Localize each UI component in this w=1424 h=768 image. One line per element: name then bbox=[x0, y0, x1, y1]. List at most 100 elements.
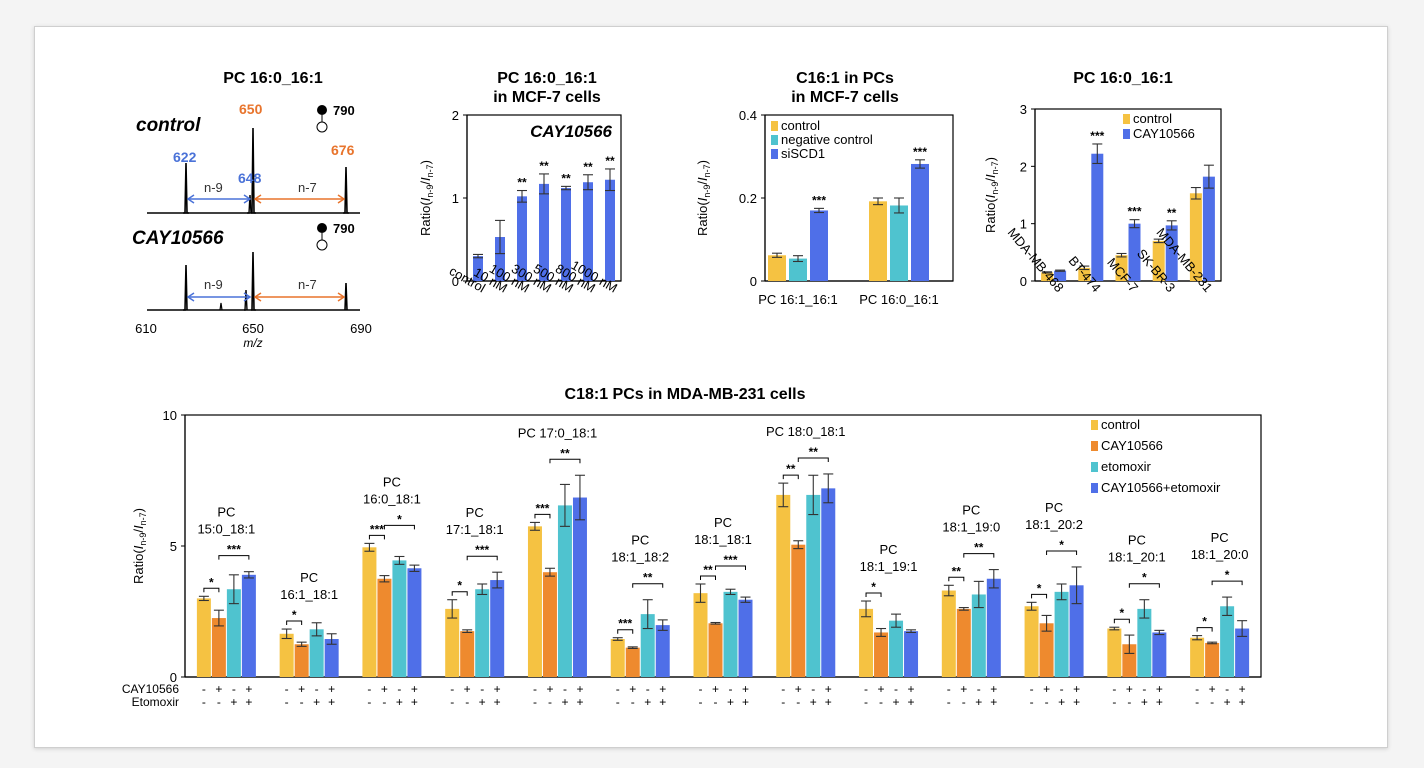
panel-e-sign-2-1-1: - bbox=[382, 695, 386, 709]
panel-e-bar-8-1 bbox=[874, 632, 889, 677]
panel-e-group-label-3-1: 17:1_18:1 bbox=[446, 522, 504, 537]
panel-d-bar-2-0 bbox=[1115, 255, 1128, 281]
panel-e-sign-1-0-2: - bbox=[315, 682, 319, 696]
lipid-lollipop-icon bbox=[316, 223, 328, 251]
panel-e-sign-1-1-3: + bbox=[328, 695, 335, 709]
panel-e-sign-5-0-3: + bbox=[659, 682, 666, 696]
panel-e-sig1-11: * bbox=[1120, 606, 1125, 620]
panel-e-bar-7-0 bbox=[776, 494, 791, 677]
panel-b-bar-4 bbox=[561, 188, 571, 281]
figure-canvas: PC 16:0_16:1 control CAY10566 622 648 65… bbox=[122, 70, 1262, 709]
panel-e-bar-12-3 bbox=[1235, 628, 1250, 677]
panel-e-sign-12-1-3: + bbox=[1239, 695, 1246, 709]
panel-e-bracket2-2 bbox=[383, 524, 415, 530]
panel-e-bracket1-7 bbox=[782, 474, 799, 480]
panel-e-group-label-11-1: 18:1_20:1 bbox=[1108, 550, 1166, 565]
panel-c-bar-1-1 bbox=[890, 205, 908, 281]
panel-a-spectra: PC 16:0_16:1 control CAY10566 622 648 65… bbox=[132, 70, 372, 350]
panel-e-sign-6-1-0: - bbox=[699, 695, 703, 709]
arrow-n9-head-left bbox=[186, 194, 195, 204]
panel-e-bracket1-12 bbox=[1196, 627, 1213, 632]
panel-e-sign-1-1-1: - bbox=[300, 695, 304, 709]
panel-e-row-label-1: Etomoxir bbox=[132, 695, 179, 709]
panel-e-sign-1-1-2: + bbox=[313, 695, 320, 709]
panel-e-group-label-0-1: 15:0_18:1 bbox=[197, 522, 255, 537]
panel-e-sign-1-1-0: - bbox=[285, 695, 289, 709]
panel-d-bar-0-0 bbox=[1041, 272, 1054, 281]
panel-e-bar-6-2 bbox=[723, 591, 738, 677]
panel-e-sign-6-1-1: - bbox=[714, 695, 718, 709]
panel-d-ytick-label: 1 bbox=[1020, 217, 1027, 232]
panel-c-bar-0-1 bbox=[789, 258, 807, 281]
ms-xtick-610: 610 bbox=[135, 321, 157, 336]
panel-e-sig1-5: *** bbox=[618, 617, 632, 631]
panel-e-sign-11-1-3: + bbox=[1156, 695, 1163, 709]
panel-e-bracket1-4 bbox=[534, 513, 551, 519]
panel-e-bar-0-3 bbox=[241, 574, 256, 677]
peak-648 bbox=[247, 194, 252, 214]
panel-c-bar-1-2 bbox=[911, 163, 929, 281]
panel-e-bracket2-12 bbox=[1211, 580, 1243, 586]
panel-e-legend-3-label: CAY10566+etomoxir bbox=[1101, 480, 1221, 495]
panel-e-ytick-label: 0 bbox=[170, 670, 177, 685]
panel-e-bar-7-3 bbox=[821, 488, 836, 677]
panel-e-legend-0-label: control bbox=[1101, 417, 1140, 432]
panel-b-title-line1: PC 16:0_16:1 bbox=[497, 70, 597, 87]
panel-e-bar-8-3 bbox=[904, 631, 919, 677]
panel-e-sign-10-0-3: + bbox=[1073, 682, 1080, 696]
panel-e-bracket1-6 bbox=[700, 575, 716, 580]
panel-e-bar-3-3 bbox=[490, 580, 505, 677]
panel-e-sign-0-0-0: - bbox=[202, 682, 206, 696]
panel-e-sign-2-0-0: - bbox=[367, 682, 371, 696]
panel-e-group-label-2-1: 16:0_18:1 bbox=[363, 491, 421, 506]
panel-e-bar-6-0 bbox=[693, 593, 708, 677]
panel-d-ytick-label: 3 bbox=[1020, 102, 1027, 117]
panel-e-sign-7-0-0: - bbox=[781, 682, 785, 696]
panel-e-sig2-4: ** bbox=[560, 446, 570, 460]
panel-c-title-line2: in MCF-7 cells bbox=[791, 89, 899, 106]
panel-b-ytick-label: 1 bbox=[452, 191, 459, 206]
panel-e-sign-0-0-3: + bbox=[245, 682, 252, 696]
panel-b-sig-3: ** bbox=[539, 159, 549, 173]
panel-d-sig-1: *** bbox=[1090, 129, 1104, 143]
panel-e-group-label-8-0: PC bbox=[880, 542, 898, 557]
panel-e-sign-11-1-1: - bbox=[1127, 695, 1131, 709]
panel-e-row-label-0: CAY10566 bbox=[122, 682, 179, 696]
spectrum-control-label: control bbox=[136, 115, 201, 136]
panel-b-bar-2 bbox=[517, 196, 527, 281]
panel-e-bar-11-2 bbox=[1137, 608, 1152, 677]
panel-e-bar-9-0 bbox=[941, 590, 956, 677]
panel-e-bar-0-2 bbox=[226, 589, 241, 677]
precursor-790: 790 bbox=[333, 103, 355, 118]
panel-e-sign-5-1-0: - bbox=[616, 695, 620, 709]
panel-e-sign-0-1-2: + bbox=[230, 695, 237, 709]
panel-e-bracket1-9 bbox=[948, 576, 965, 582]
panel-e-sign-3-0-0: - bbox=[450, 682, 454, 696]
panel-e-sign-1-0-1: + bbox=[298, 682, 305, 696]
panel-e-group-label-7-0: PC 18:0_18:1 bbox=[766, 424, 846, 439]
panel-b-ytick-label: 0 bbox=[452, 274, 459, 289]
panel-d-sig-3: ** bbox=[1167, 206, 1177, 220]
peak2-676 bbox=[344, 282, 348, 311]
panel-e-group-label-6-1: 18:1_18:1 bbox=[694, 532, 752, 547]
arrow-n9-head-right bbox=[243, 194, 252, 204]
panel-e-sign-9-0-2: - bbox=[977, 682, 981, 696]
panel-e-bar-8-2 bbox=[889, 620, 904, 677]
panel-e-sig2-0: *** bbox=[227, 543, 241, 557]
panel-e-legend-2-label: etomoxir bbox=[1101, 459, 1152, 474]
panel-e-sign-6-0-0: - bbox=[699, 682, 703, 696]
panel-e-bar-12-0 bbox=[1190, 637, 1205, 677]
arrow2-label-n9: n-9 bbox=[204, 277, 223, 292]
panel-e-sign-6-0-2: - bbox=[729, 682, 733, 696]
panel-e-bar-2-0 bbox=[362, 547, 377, 677]
panel-c-legend-2-swatch bbox=[771, 149, 778, 159]
panel-e-sign-10-1-3: + bbox=[1073, 695, 1080, 709]
panel-e-sign-4-0-1: + bbox=[546, 682, 553, 696]
panel-e-bar-5-0 bbox=[610, 639, 625, 677]
panel-e-sig1-8: * bbox=[871, 580, 876, 594]
panel-e-bar-7-2 bbox=[806, 494, 821, 677]
panel-e-group-label-5-0: PC bbox=[631, 533, 649, 548]
peak-label-676: 676 bbox=[331, 142, 355, 158]
panel-e-sign-4-0-2: - bbox=[563, 682, 567, 696]
panel-e-sign-10-0-2: - bbox=[1060, 682, 1064, 696]
